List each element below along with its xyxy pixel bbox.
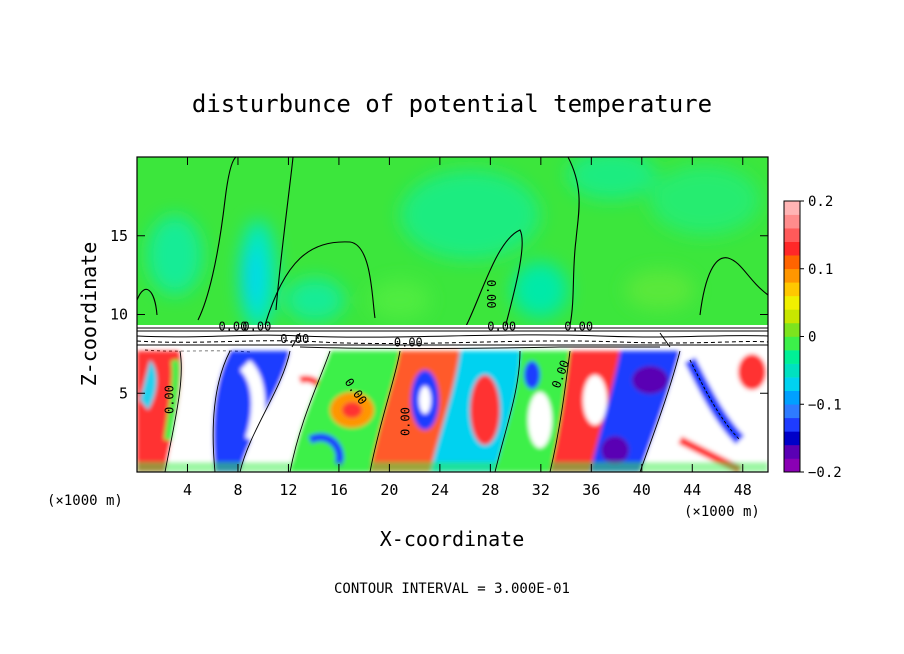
colorbar-tick-label: 0.1 (808, 262, 833, 278)
x-tick-label: 8 (233, 481, 242, 499)
contour-label: 0.00 (564, 320, 593, 334)
colorbar-tick-label: 0.2 (808, 194, 833, 210)
chart-title: disturbunce of potential temperature (192, 90, 712, 118)
contour-label: 0.00 (242, 320, 271, 334)
y-tick-label: 15 (110, 227, 128, 245)
colorbar-swatch (784, 417, 800, 432)
x-tick-label: 36 (582, 481, 600, 499)
contour-label: 0.00 (398, 407, 412, 436)
colorbar-tick-label: −0.1 (808, 397, 842, 413)
colorbar-swatch (784, 363, 800, 378)
colorbar-swatch (784, 255, 800, 270)
colorbar-swatch (784, 404, 800, 419)
contour-label: 0.00 (394, 335, 423, 349)
x-unit-left: (×1000 m) (47, 493, 123, 509)
x-tick-label: 32 (532, 481, 550, 499)
contour-label: 0.00 (487, 320, 516, 334)
interface-band (137, 325, 768, 351)
colorbar-swatch (784, 431, 800, 446)
x-tick-label: 16 (330, 481, 348, 499)
contour-label: 0.00 (162, 385, 176, 414)
colorbar-swatch (784, 268, 800, 283)
y-tick-label: 5 (119, 384, 128, 402)
colorbar-tick-label: 0 (808, 330, 816, 346)
x-tick-label: 20 (380, 481, 398, 499)
y-axis-label: Z-coordinate (77, 242, 101, 387)
colorbar-swatch (784, 309, 800, 324)
x-tick-label: 40 (633, 481, 651, 499)
x-tick-label: 28 (481, 481, 499, 499)
lower-layer-contours (164, 350, 741, 472)
colorbar-swatch (784, 241, 800, 256)
colorbar-swatch (784, 201, 800, 215)
colorbar-swatch (784, 295, 800, 310)
x-tick-label: 48 (734, 481, 752, 499)
y-axis: 5 10 15 (110, 227, 768, 402)
x-axis: 4 8 12 16 20 24 28 32 36 40 44 48 (183, 157, 752, 499)
colorbar-swatch (784, 322, 800, 337)
x-tick-label: 4 (183, 481, 192, 499)
colorbar-tick-label: −0.2 (808, 465, 842, 481)
interface-contours (137, 327, 768, 353)
contour-interval-note: CONTOUR INTERVAL = 3.000E-01 (334, 581, 570, 597)
x-tick-label: 44 (683, 481, 701, 499)
x-tick-label: 24 (431, 481, 449, 499)
lower-layer-field (137, 351, 768, 472)
x-axis-label: X-coordinate (380, 527, 525, 551)
colorbar-swatch (784, 458, 800, 473)
x-tick-label: 12 (279, 481, 297, 499)
contour-label: 0.00 (218, 320, 247, 334)
colorbar-swatch (784, 228, 800, 242)
upper-layer-plumes (147, 157, 760, 330)
x-unit-right: (×1000 m) (684, 504, 760, 520)
contour-label: 0.00 (280, 332, 309, 346)
colorbar-swatch (784, 282, 800, 297)
colorbar-swatch (784, 390, 800, 405)
colorbar-swatch (784, 444, 800, 459)
y-tick-label: 10 (110, 306, 128, 324)
upper-layer-contours (137, 157, 768, 329)
colorbar-swatch (784, 377, 800, 391)
colorbar-swatch (784, 336, 800, 351)
plot-area (137, 157, 768, 472)
colorbar-swatch (784, 350, 800, 364)
contour-label: 0.00 (484, 280, 498, 309)
colorbar-swatch (784, 214, 800, 229)
colorbar: 0.2 0.1 0 −0.1 −0.2 (783, 194, 842, 481)
